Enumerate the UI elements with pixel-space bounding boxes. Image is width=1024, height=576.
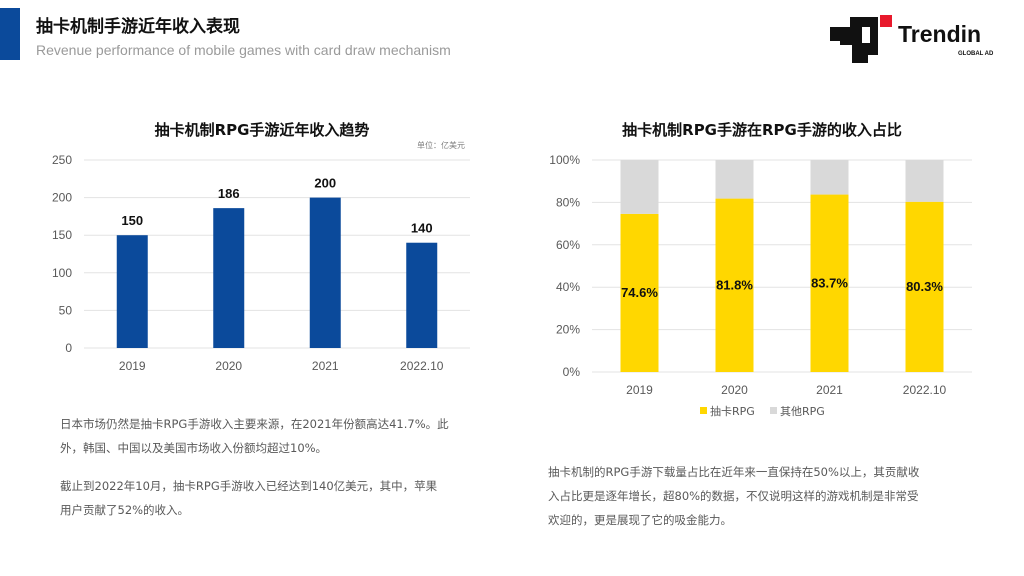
x-tick-label: 2019: [626, 383, 653, 397]
bar-value-label: 200: [314, 176, 336, 191]
chart-title: 抽卡机制RPG手游近年收入趋势: [155, 121, 370, 139]
x-tick-label: 2021: [312, 359, 339, 373]
y-tick-label: 200: [52, 191, 72, 205]
y-tick-label: 100: [52, 266, 72, 280]
bar-value-label: 81.8%: [716, 277, 753, 292]
paragraph-line: 入占比更是逐年增长，超80%的数据，不仅说明这样的游戏机制是非常受: [548, 489, 919, 503]
y-tick-label: 250: [52, 153, 72, 167]
legend-label: 其他RPG: [780, 405, 825, 418]
bar-segment-gacha-rpg: [905, 201, 944, 372]
header-accent-bar: [0, 8, 20, 60]
right-description: 抽卡机制的RPG手游下载量占比在近年来一直保持在50%以上，其贡献收 入占比更是逐…: [548, 460, 988, 532]
paragraph-line: 欢迎的，更是展现了它的吸金能力。: [548, 513, 732, 527]
y-tick-label: 80%: [556, 195, 580, 209]
paragraph-line: 日本市场仍然是抽卡RPG手游收入主要来源，在2021年份额高达41.7%。此: [60, 417, 449, 431]
bar-segment-gacha-rpg: [620, 213, 659, 372]
bar: [116, 235, 148, 348]
x-tick-label: 2019: [119, 359, 146, 373]
y-tick-label: 100%: [549, 153, 580, 167]
bar-segment-other-rpg: [715, 160, 754, 199]
x-tick-label: 2021: [816, 383, 843, 397]
bar-value-label: 80.3%: [906, 279, 943, 294]
x-tick-label: 2022.10: [400, 359, 444, 373]
y-tick-label: 60%: [556, 238, 580, 252]
bar-segment-other-rpg: [810, 160, 849, 195]
y-tick-label: 20%: [556, 323, 580, 337]
bar-value-label: 140: [411, 221, 433, 236]
y-tick-label: 0%: [563, 365, 581, 379]
bar-value-label: 186: [218, 186, 240, 201]
unit-label: 单位：亿美元: [417, 140, 465, 150]
left-description: 日本市场仍然是抽卡RPG手游收入主要来源，在2021年份额高达41.7%。此 外，…: [60, 412, 500, 522]
legend-swatch: [700, 407, 707, 414]
bar-segment-other-rpg: [620, 160, 659, 214]
bar-segment-gacha-rpg: [715, 198, 754, 372]
paragraph-line: 抽卡机制的RPG手游下载量占比在近年来一直保持在50%以上，其贡献收: [548, 465, 920, 479]
bar-value-label: 74.6%: [621, 285, 658, 300]
bar-value-label: 83.7%: [811, 275, 848, 290]
paragraph-line: 截止到2022年10月，抽卡RPG手游收入已经达到140亿美元，其中，苹果: [60, 479, 438, 493]
page-subtitle: Revenue performance of mobile games with…: [36, 42, 451, 58]
bar-segment-gacha-rpg: [810, 194, 849, 372]
legend-swatch: [770, 407, 777, 414]
y-tick-label: 150: [52, 228, 72, 242]
logo-text: Trendin: [898, 21, 982, 47]
bar-segment-other-rpg: [905, 160, 944, 202]
x-tick-label: 2022.10: [903, 383, 947, 397]
y-tick-label: 0: [65, 341, 72, 355]
legend-label: 抽卡RPG: [710, 404, 755, 418]
bar: [309, 197, 341, 348]
y-tick-label: 50: [59, 303, 73, 317]
paragraph-line: [60, 460, 500, 474]
paragraph-line: 外，韩国、中国以及美国市场收入份额均超过10%。: [60, 441, 328, 455]
page-title: 抽卡机制手游近年收入表现: [36, 17, 240, 37]
x-tick-label: 2020: [215, 359, 242, 373]
bar: [213, 208, 245, 348]
paragraph-line: 用户贡献了52%的收入。: [60, 503, 190, 517]
bar: [406, 242, 438, 348]
y-tick-label: 40%: [556, 280, 580, 294]
trendin-logo: Trendin GLOBAL AD: [828, 15, 1008, 67]
x-tick-label: 2020: [721, 383, 748, 397]
bar-value-label: 150: [121, 213, 143, 228]
logo-mark-icon: [830, 15, 892, 63]
logo-subtext: GLOBAL AD: [958, 51, 994, 57]
chart-title: 抽卡机制RPG手游在RPG手游的收入占比: [622, 121, 902, 139]
